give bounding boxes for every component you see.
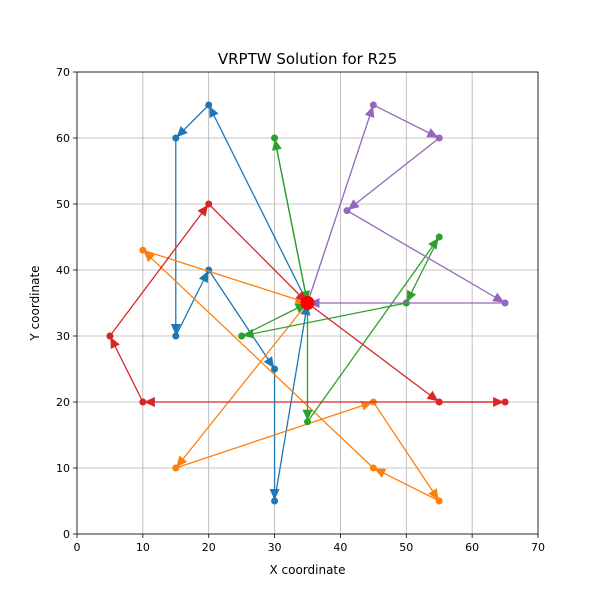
- route-5-stop-3: [343, 207, 351, 215]
- y-tick-label-7: 70: [56, 66, 70, 79]
- route-4: [106, 200, 509, 407]
- route-4-segment-4: [109, 203, 210, 337]
- route-4-segment-0: [307, 302, 440, 403]
- x-tick-label-3: 30: [268, 541, 282, 554]
- route-4-stop-5: [205, 200, 213, 208]
- plot-frame: [76, 71, 539, 535]
- route-2-stop-4: [369, 464, 377, 472]
- axis-ticks: 0 10 20 30 40 50 60 70 0 10 20 30 40 50 60 70: [56, 66, 545, 554]
- route-4-stop-1: [435, 398, 443, 406]
- y-tick-label-3: 30: [56, 330, 70, 343]
- x-tick-label-4: 40: [333, 541, 347, 554]
- route-4-stop-2: [501, 398, 509, 406]
- route-1-arrowhead-5: [269, 489, 280, 500]
- route-5-arrowhead-1: [426, 128, 439, 138]
- route-2-arrowhead-1: [360, 401, 373, 411]
- route-5-arrowhead-2: [347, 199, 360, 210]
- route-1-segment-3: [175, 269, 210, 337]
- route-5-segment-1: [373, 104, 440, 139]
- route-1-arrowhead-0: [209, 105, 219, 118]
- route-4-stop-3: [139, 398, 147, 406]
- route-2-stop-5: [139, 246, 147, 254]
- route-3-segment-2: [405, 236, 440, 304]
- route-1: [170, 101, 311, 505]
- y-axis-label: Y coordinate: [28, 265, 42, 341]
- x-tick-label-2: 20: [202, 541, 216, 554]
- route-5-segment-2: [346, 137, 440, 212]
- route-4-arrowhead-2: [143, 397, 155, 407]
- route-3-segment-4: [241, 302, 308, 337]
- route-3-arrowhead-0: [302, 409, 313, 421]
- y-tick-label-1: 10: [56, 462, 70, 475]
- route-2-segment-1: [175, 401, 374, 469]
- route-3-segment-1: [306, 236, 440, 423]
- route-5-stop-2: [435, 134, 443, 142]
- route-2-segment-5: [142, 249, 308, 304]
- route-1-stop-5: [271, 365, 279, 373]
- y-tick-label-2: 20: [56, 396, 70, 409]
- route-1-arrowhead-4: [263, 356, 275, 369]
- route-5-arrowhead-3: [492, 292, 505, 303]
- route-2-segment-0: [175, 302, 309, 469]
- chart-title: VRPTW Solution for R25: [218, 50, 397, 68]
- x-tick-label-7: 70: [531, 541, 545, 554]
- route-2-arrowhead-3: [374, 468, 387, 478]
- y-tick-label-6: 60: [56, 132, 70, 145]
- route-2: [139, 246, 443, 505]
- depot-marker: [300, 296, 315, 310]
- route-1-stop-3: [172, 332, 180, 340]
- route-3: [238, 134, 443, 426]
- route-2-arrowhead-2: [428, 488, 439, 501]
- route-4-arrowhead-0: [426, 390, 439, 402]
- route-4-stop-4: [106, 332, 114, 340]
- route-1-arrowhead-3: [198, 270, 209, 283]
- route-5-stop-4: [501, 299, 509, 307]
- route-4-segment-3: [109, 335, 144, 403]
- route-4-arrowhead-4: [197, 204, 209, 217]
- route-1-stop-1: [205, 101, 213, 109]
- route-3-segment-6: [273, 137, 309, 304]
- route-5-segment-0: [306, 104, 374, 304]
- route-5-stop-1: [369, 101, 377, 109]
- route-1-segment-4: [208, 269, 276, 370]
- route-5-arrowhead-0: [364, 105, 375, 118]
- route-3-stop-2: [435, 233, 443, 241]
- depot-layer: [300, 296, 315, 310]
- route-5: [306, 101, 509, 308]
- route-3-arrowhead-2: [406, 290, 417, 303]
- routes-layer: [106, 101, 509, 505]
- x-tick-label-6: 60: [465, 541, 479, 554]
- route-2-segment-2: [372, 401, 440, 502]
- route-4-segment-5: [208, 203, 308, 304]
- route-5-segment-3: [346, 210, 506, 304]
- x-tick-label-0: 0: [74, 541, 81, 554]
- route-3-segment-3: [241, 302, 407, 337]
- route-4-arrowhead-3: [110, 336, 120, 349]
- x-tick-label-1: 10: [136, 541, 150, 554]
- route-3-stop-4: [238, 332, 246, 340]
- x-axis-label: X coordinate: [269, 563, 345, 577]
- route-2-arrowhead-0: [176, 455, 188, 468]
- route-2-segment-3: [373, 467, 440, 502]
- route-2-arrowhead-4: [143, 250, 156, 263]
- y-tick-label-0: 0: [63, 528, 70, 541]
- route-2-segment-4: [142, 249, 374, 469]
- route-2-stop-1: [172, 464, 180, 472]
- route-1-stop-6: [271, 497, 279, 505]
- route-3-arrowhead-1: [428, 237, 439, 250]
- route-1-segment-0: [208, 104, 309, 304]
- route-1-stop-2: [172, 134, 180, 142]
- route-2-stop-3: [435, 497, 443, 505]
- y-tick-label-4: 40: [56, 264, 70, 277]
- x-tick-label-5: 50: [399, 541, 413, 554]
- route-3-arrowhead-5: [272, 138, 282, 151]
- route-3-stop-1: [304, 418, 311, 426]
- route-3-stop-6: [271, 134, 279, 142]
- route-1-arrowhead-1: [176, 125, 188, 138]
- y-tick-label-5: 50: [56, 198, 70, 211]
- route-1-arrowhead-2: [170, 324, 181, 335]
